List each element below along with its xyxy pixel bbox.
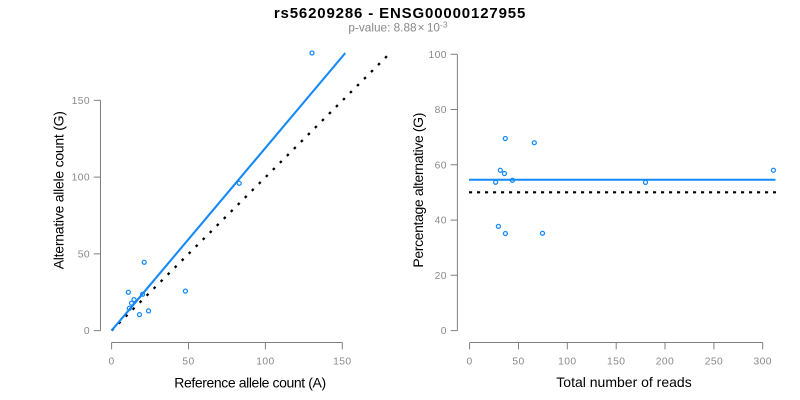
svg-text:150: 150 bbox=[72, 96, 90, 107]
svg-text:80: 80 bbox=[435, 105, 447, 116]
svg-text:100: 100 bbox=[558, 357, 576, 368]
svg-text:150: 150 bbox=[607, 357, 625, 368]
svg-text:250: 250 bbox=[705, 357, 723, 368]
svg-text:0: 0 bbox=[467, 357, 473, 368]
svg-text:p-value: 8.88 × 10-3: p-value: 8.88 × 10-3 bbox=[348, 19, 447, 34]
svg-text:50: 50 bbox=[512, 357, 524, 368]
svg-text:0: 0 bbox=[84, 326, 90, 337]
svg-text:40: 40 bbox=[435, 216, 447, 227]
svg-text:200: 200 bbox=[656, 357, 674, 368]
svg-text:50: 50 bbox=[78, 250, 90, 261]
svg-text:100: 100 bbox=[429, 50, 447, 61]
svg-text:150: 150 bbox=[333, 357, 351, 368]
svg-text:60: 60 bbox=[435, 160, 447, 171]
svg-text:100: 100 bbox=[256, 357, 274, 368]
svg-text:50: 50 bbox=[182, 357, 194, 368]
svg-text:Reference allele count (A): Reference allele count (A) bbox=[174, 375, 325, 391]
svg-text:300: 300 bbox=[754, 357, 772, 368]
svg-text:0: 0 bbox=[109, 357, 115, 368]
svg-text:Percentage alternative (G): Percentage alternative (G) bbox=[410, 113, 426, 268]
svg-text:Alternative allele count (G): Alternative allele count (G) bbox=[51, 111, 67, 269]
svg-text:rs56209286 - ENSG00000127955: rs56209286 - ENSG00000127955 bbox=[274, 5, 526, 22]
svg-text:100: 100 bbox=[72, 173, 90, 184]
svg-text:Total number of reads: Total number of reads bbox=[556, 374, 691, 390]
svg-text:0: 0 bbox=[441, 326, 447, 337]
svg-text:20: 20 bbox=[435, 271, 447, 282]
